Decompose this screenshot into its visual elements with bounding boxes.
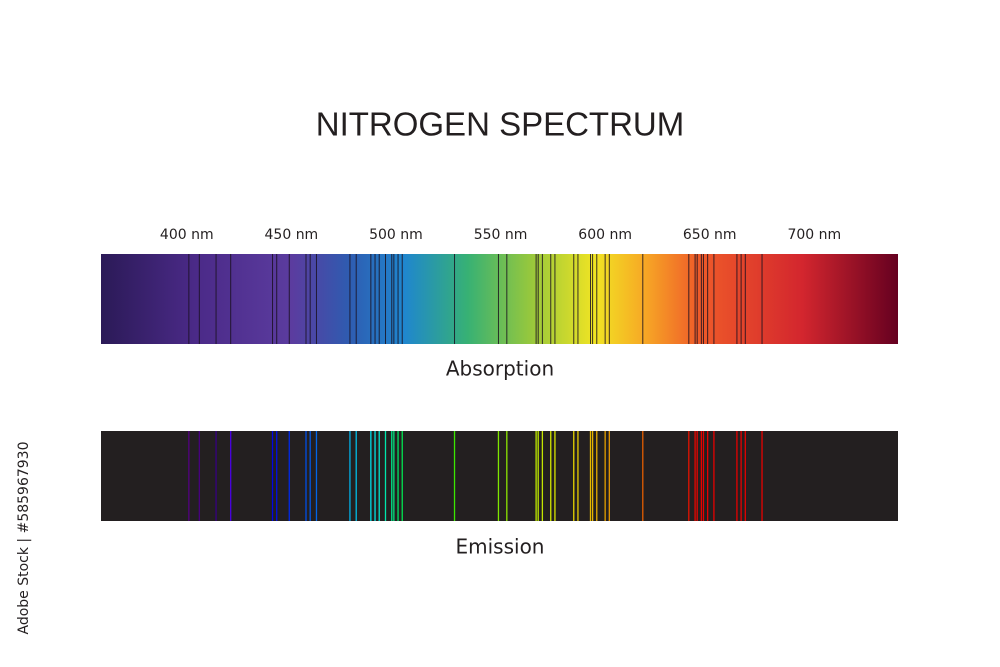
x-tick-label: 400 nm <box>160 227 214 243</box>
x-tick-label: 600 nm <box>578 227 632 243</box>
x-tick-label: 650 nm <box>683 227 737 243</box>
side-text: Adobe Stock | #585967930 <box>16 442 32 635</box>
absorption-bar <box>101 254 898 344</box>
x-tick-label: 550 nm <box>474 227 528 243</box>
absorption-label: Absorption <box>446 357 554 381</box>
x-tick-label: 500 nm <box>369 227 423 243</box>
emission-label: Emission <box>456 535 545 559</box>
x-tick-label: 700 nm <box>787 227 841 243</box>
emission-bar <box>101 431 898 521</box>
x-tick-label: 450 nm <box>265 227 319 243</box>
title: NITROGEN SPECTRUM <box>316 106 685 143</box>
